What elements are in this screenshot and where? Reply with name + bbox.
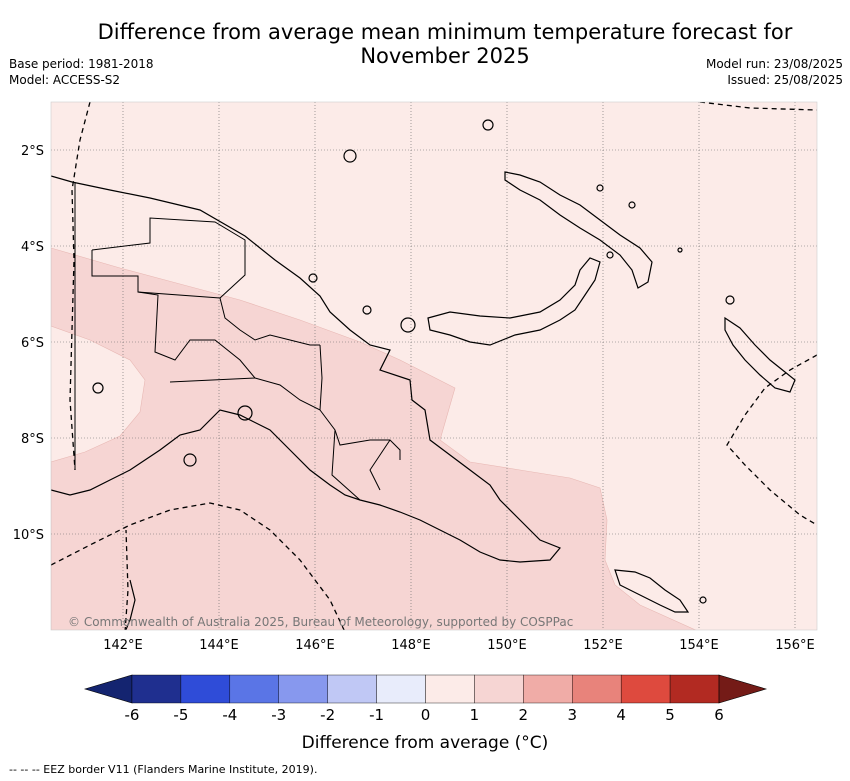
lon-tick-148e: 148°E: [391, 638, 431, 653]
lat-tick-10s: 10°S: [13, 528, 44, 543]
colorbar-tick-label: -1: [369, 706, 385, 724]
colorbar-bin-4: [327, 674, 377, 704]
meta-right: Model run: 23/08/2025 Issued: 25/08/2025: [706, 56, 843, 88]
map-plot-area: [51, 102, 817, 630]
eez-borders: [51, 102, 817, 630]
colorbar-tick-label: -6: [124, 706, 140, 724]
colorbar-bin-6: [425, 674, 475, 704]
coastlines: [51, 119, 796, 630]
colorbar-tick-label: 4: [616, 706, 626, 724]
colorbar: [83, 674, 768, 704]
colorbar-bin-9: [572, 674, 622, 704]
lon-tick-labels: 142°E 144°E 146°E 148°E 150°E 152°E 154°…: [103, 638, 815, 653]
colorbar-tick-label: 6: [714, 706, 724, 724]
colorbar-bin-5: [376, 674, 426, 704]
map-title-line1: Difference from average mean minimum tem…: [97, 20, 793, 44]
lon-tick-144e: 144°E: [199, 638, 239, 653]
lon-tick-146e: 146°E: [295, 638, 335, 653]
meta-left: Base period: 1981-2018 Model: ACCESS-S2: [9, 56, 154, 88]
southeast-island-coast: [614, 569, 690, 613]
lon-tick-142e: 142°E: [103, 638, 143, 653]
lon-tick-152e: 152°E: [583, 638, 623, 653]
colorbar-tick-label: -4: [222, 706, 238, 724]
eez-footnote: -- -- -- EEZ border V11 (Flanders Marine…: [9, 763, 318, 776]
admin-borders: [74, 182, 401, 501]
colorbar-tick-label: -5: [173, 706, 189, 724]
issued-date: Issued: 25/08/2025: [727, 73, 843, 87]
map-title: Difference from average mean minimum tem…: [80, 20, 810, 68]
lat-tick-8s: 8°S: [21, 432, 44, 447]
colorbar-bin-0: [131, 674, 182, 704]
new-britain-coast: [427, 257, 601, 346]
map-title-line2: November 2025: [360, 44, 530, 68]
lon-tick-156e: 156°E: [775, 638, 815, 653]
colorbar-tick-label: 3: [567, 706, 578, 724]
lat-tick-labels: 2°S 4°S 6°S 8°S 10°S: [13, 144, 44, 543]
colorbar-title: Difference from average (°C): [301, 733, 549, 753]
bougainville-coast: [724, 316, 796, 393]
colorbar-over-arrow: [718, 674, 768, 704]
colorbar-bin-11: [669, 674, 720, 704]
lat-tick-6s: 6°S: [21, 336, 44, 351]
model-name: Model: ACCESS-S2: [9, 73, 121, 87]
colorbar-bin-7: [474, 674, 524, 704]
lon-tick-154e: 154°E: [679, 638, 719, 653]
lat-tick-4s: 4°S: [21, 240, 44, 255]
colorbar-bin-1: [180, 674, 231, 704]
new-ireland-coast: [504, 171, 653, 289]
colorbar-tick-label: 2: [518, 706, 529, 724]
colorbar-tick-label: 0: [420, 706, 431, 724]
graticule: [51, 102, 817, 630]
lon-tick-150e: 150°E: [487, 638, 527, 653]
copyright-notice: © Commonwealth of Australia 2025, Bureau…: [68, 615, 573, 629]
colorbar-bin-8: [523, 674, 573, 704]
colorbar-bin-10: [620, 674, 671, 704]
colorbar-bin-3: [278, 674, 328, 704]
colorbar-tick-label: 1: [469, 706, 480, 724]
australia-cape-coast: [125, 579, 136, 630]
colorbar-under-arrow: [83, 674, 133, 704]
lat-tick-2s: 2°S: [21, 144, 44, 159]
new-guinea-coast: [51, 175, 561, 563]
colorbar-tick-label: 5: [665, 706, 675, 724]
colorbar-tick-label: -3: [271, 706, 287, 724]
model-run: Model run: 23/08/2025: [705, 57, 843, 71]
map-frame: [50, 101, 818, 631]
colorbar-bin-2: [229, 674, 279, 704]
colorbar-tick-label: -2: [320, 706, 336, 724]
base-period: Base period: 1981-2018: [9, 57, 154, 71]
